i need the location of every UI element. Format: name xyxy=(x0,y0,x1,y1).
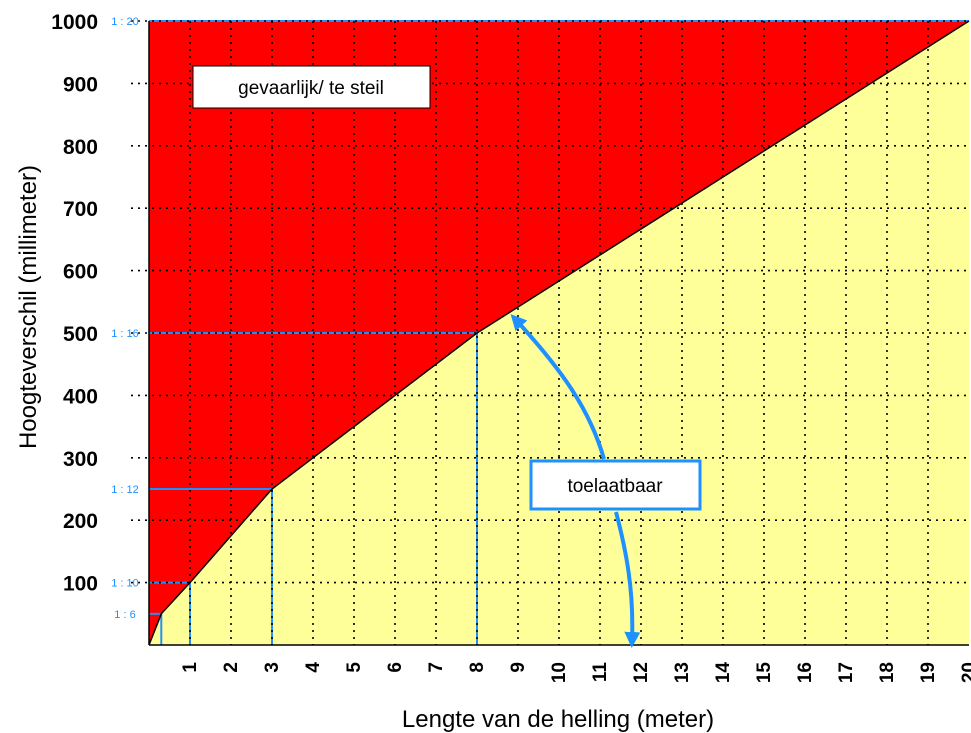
x-tick-label: 8 xyxy=(467,662,488,673)
y-tick-label: 300 xyxy=(63,448,98,471)
ratio-label: 1 : 20 xyxy=(111,16,139,28)
x-tick-label: 2 xyxy=(221,662,242,673)
x-tick-label: 18 xyxy=(877,662,898,683)
y-tick-label: 800 xyxy=(63,136,98,159)
y-tick-label: 200 xyxy=(63,510,98,533)
ratio-label: 1 : 12 xyxy=(111,484,139,496)
danger-label: gevaarlijk/ te steil xyxy=(238,78,384,99)
y-tick-label: 900 xyxy=(63,73,98,96)
x-tick-label: 4 xyxy=(303,662,324,673)
x-tick-label: 5 xyxy=(344,662,365,673)
x-tick-label: 15 xyxy=(754,662,775,684)
x-axis-title: Lengte van de helling (meter) xyxy=(402,706,714,733)
x-tick-label: 17 xyxy=(836,662,857,683)
y-tick-label: 500 xyxy=(63,323,98,346)
ratio-label: 1 : 6 xyxy=(114,609,135,621)
x-tick-label: 6 xyxy=(385,662,406,673)
x-tick-label: 10 xyxy=(549,662,570,683)
x-tick-label: 7 xyxy=(426,662,447,673)
danger-label-box: gevaarlijk/ te steil xyxy=(192,65,431,109)
boundary-line xyxy=(148,20,970,646)
x-tick-label: 13 xyxy=(672,662,693,683)
x-tick-label: 20 xyxy=(959,662,971,683)
x-tick-label: 14 xyxy=(713,662,734,684)
allowed-label-box: toelaatbaar xyxy=(529,459,702,511)
y-tick-label: 700 xyxy=(63,198,98,221)
y-tick-label: 1000 xyxy=(51,11,98,34)
x-tick-label: 3 xyxy=(262,662,283,673)
x-tick-label: 19 xyxy=(918,662,939,683)
y-tick-label: 400 xyxy=(63,385,98,408)
x-tick-label: 9 xyxy=(508,662,529,673)
x-tick-label: 1 xyxy=(180,662,201,673)
y-tick-label: 600 xyxy=(63,261,98,284)
x-tick-label: 16 xyxy=(795,662,816,683)
ratio-label: 1 : 16 xyxy=(111,328,139,340)
y-axis-title: Hoogteverschil (millimeter) xyxy=(15,165,42,449)
ratio-label: 1 : 10 xyxy=(111,578,139,590)
y-tick-label: 100 xyxy=(63,573,98,596)
x-tick-label: 12 xyxy=(631,662,652,683)
arrow-up-to-curve xyxy=(510,314,606,460)
x-tick-label: 11 xyxy=(590,662,611,683)
allowed-label: toelaatbaar xyxy=(567,476,663,497)
arrow-down-to-axis xyxy=(614,511,641,648)
